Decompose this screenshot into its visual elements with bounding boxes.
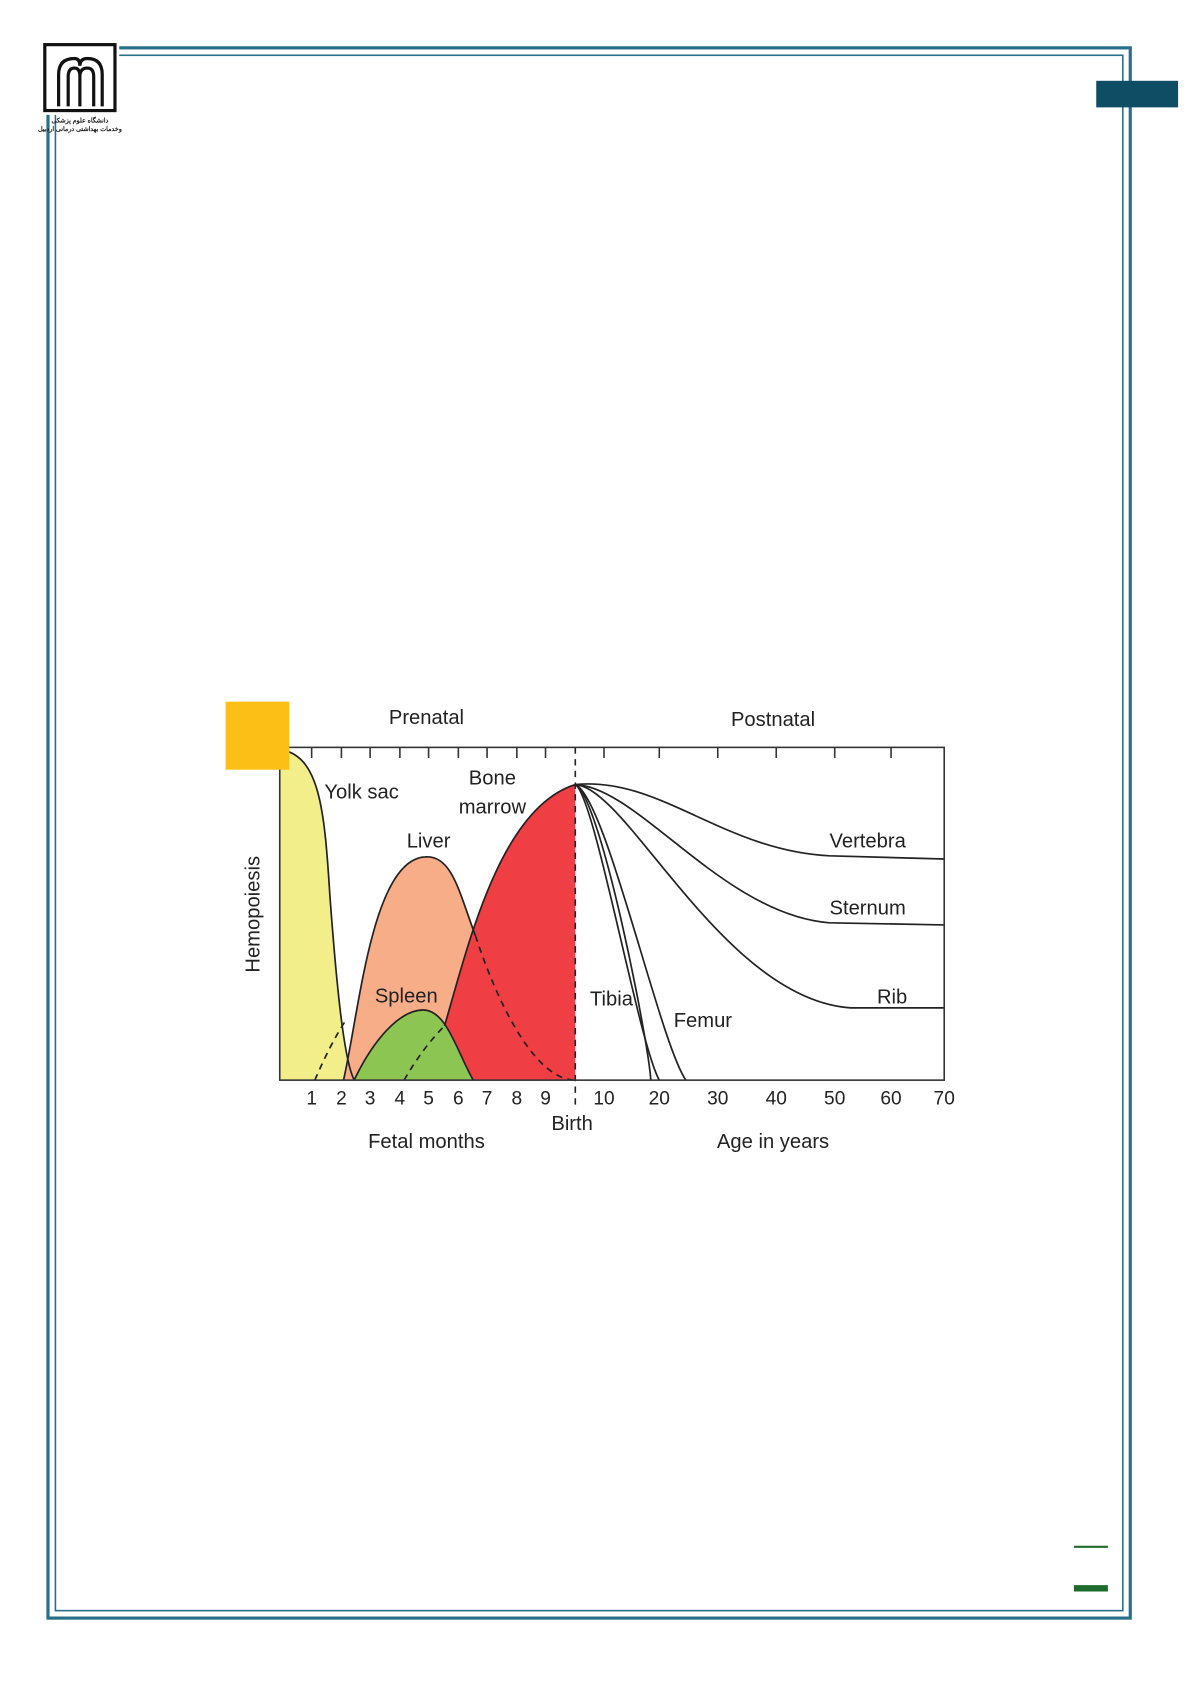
- vertebra-curve: [575, 783, 945, 860]
- x-tick-label: 3: [365, 1089, 376, 1110]
- plot-frame: [278, 746, 946, 1081]
- x-tick-label: 2: [336, 1089, 347, 1110]
- x-tick-label: 10: [593, 1089, 614, 1110]
- x-axis-title: Age in years: [717, 1131, 829, 1153]
- x-tick-label: 7: [482, 1089, 493, 1110]
- curve-label: Vertebra: [829, 830, 906, 852]
- liver-curve: [342, 856, 477, 1081]
- curve-label: Spleen: [375, 986, 438, 1008]
- top-label: Postnatal: [731, 709, 815, 731]
- tibia-curve-inner: [574, 783, 652, 1081]
- bone-marrow-curve: [443, 783, 576, 1027]
- x-tick-label: 9: [540, 1089, 551, 1110]
- yolk-sac-curve: [279, 748, 355, 1081]
- inner-border: [54, 54, 1124, 1612]
- x-tick-labels: 1 2 3 4 5 6 7 8 9 10 20 30 40 50 60 70: [306, 1089, 955, 1110]
- sternum-curve: [575, 783, 945, 926]
- femur-curve: [574, 783, 687, 1081]
- logo: دانشگاه علوم پزشکی وخدمات بهداشتی درمانی…: [38, 42, 122, 133]
- x-tick-label: 60: [880, 1089, 901, 1110]
- rib-curve: [575, 783, 945, 1009]
- x-tick-label: 4: [395, 1089, 406, 1110]
- yolk-dashed: [314, 1020, 347, 1081]
- marker-square: [225, 701, 290, 770]
- x-tick-label: 5: [423, 1089, 434, 1110]
- curve-label: Liver: [407, 830, 451, 852]
- curve-label: Sternum: [830, 897, 906, 919]
- yolk-sac-area: [279, 749, 355, 1081]
- curve-label: Rib: [877, 987, 907, 1009]
- x-axis-title: Fetal months: [368, 1131, 485, 1153]
- curve-label: Tibia: [590, 989, 634, 1011]
- x-tick-label: 6: [453, 1089, 464, 1110]
- x-tick-label: 30: [707, 1089, 728, 1110]
- curve-label: Bone: [469, 768, 516, 790]
- y-axis-label: Hemopoiesis: [243, 856, 265, 973]
- tick-marks: [310, 747, 892, 759]
- tibia-curve: [574, 783, 661, 1081]
- x-tick-label: 20: [649, 1089, 670, 1110]
- spleen-area: [354, 1009, 474, 1081]
- logo-text: وخدمات بهداشتی درمانی اردبیل: [38, 126, 122, 133]
- logo-icon: [57, 56, 104, 107]
- outer-border: [46, 46, 1132, 1620]
- birth-label: Birth: [551, 1113, 593, 1135]
- header-tab: [1096, 80, 1179, 108]
- x-tick-label: 40: [766, 1089, 787, 1110]
- top-label: Prenatal: [389, 707, 464, 729]
- liver-dashed: [474, 935, 576, 1081]
- bone-marrow-dashed: [403, 1025, 446, 1081]
- x-tick-label: 1: [306, 1089, 317, 1110]
- curve-label: marrow: [459, 796, 527, 818]
- spleen-curve: [353, 1009, 474, 1081]
- curve-label: Yolk sac: [324, 781, 398, 803]
- logo-frame: [43, 43, 117, 113]
- logo-text: دانشگاه علوم پزشکی: [51, 116, 108, 124]
- bone-marrow-area: [441, 784, 576, 1081]
- x-tick-label: 70: [934, 1089, 955, 1110]
- curve-label: Femur: [674, 1010, 733, 1032]
- figure: Prenatal Postnatal Hemopoiesis Yolk sac …: [225, 701, 955, 1153]
- x-tick-label: 8: [512, 1089, 523, 1110]
- x-tick-label: 50: [824, 1089, 845, 1110]
